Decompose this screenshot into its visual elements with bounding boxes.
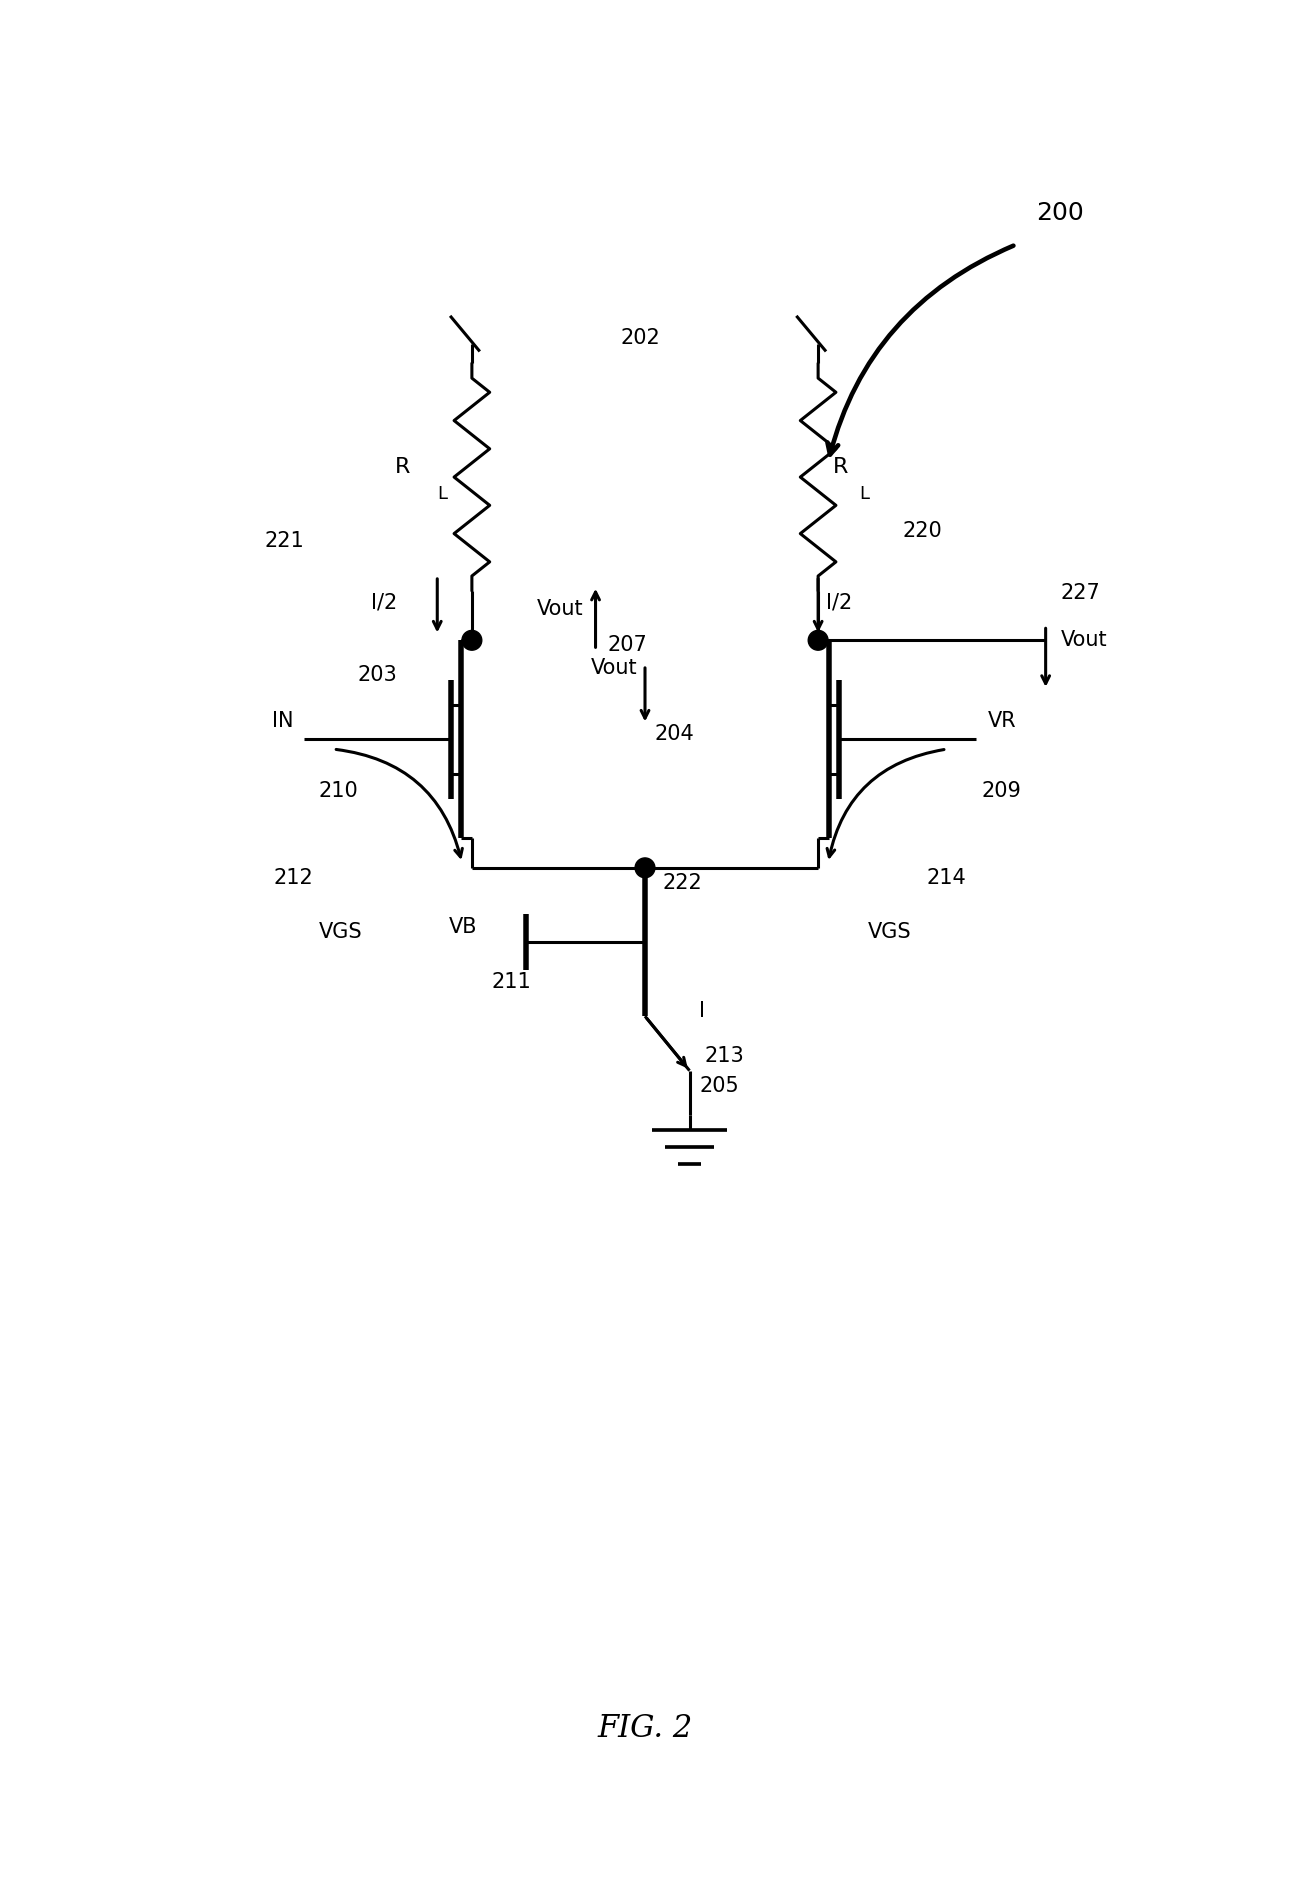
Text: Vout: Vout	[1060, 630, 1108, 651]
Text: R: R	[395, 457, 411, 477]
Text: VB: VB	[448, 917, 476, 938]
Text: 203: 203	[358, 664, 398, 685]
Text: 214: 214	[927, 868, 967, 887]
Circle shape	[808, 630, 828, 651]
Text: 207: 207	[607, 636, 647, 655]
Text: I/2: I/2	[372, 593, 398, 613]
Text: 212: 212	[274, 868, 314, 887]
Text: Vout: Vout	[590, 659, 636, 677]
Text: L: L	[860, 485, 870, 504]
Text: 220: 220	[902, 521, 942, 542]
Circle shape	[462, 630, 482, 651]
Circle shape	[635, 859, 655, 877]
Text: I: I	[700, 1002, 705, 1021]
Text: R: R	[833, 457, 848, 477]
Text: 213: 213	[705, 1045, 744, 1066]
Text: 204: 204	[655, 725, 695, 743]
Text: 200: 200	[1035, 200, 1083, 225]
Text: 211: 211	[492, 972, 532, 993]
Text: I/2: I/2	[826, 593, 852, 613]
Text: 221: 221	[265, 532, 303, 551]
Text: VGS: VGS	[319, 923, 363, 942]
Text: FIG. 2: FIG. 2	[598, 1713, 693, 1744]
Text: IN: IN	[272, 711, 294, 732]
Text: 209: 209	[981, 781, 1021, 800]
Text: 227: 227	[1060, 583, 1100, 602]
Text: 210: 210	[319, 781, 359, 800]
Text: VGS: VGS	[868, 923, 911, 942]
Text: Vout: Vout	[537, 598, 584, 619]
Text: VR: VR	[989, 711, 1017, 732]
Text: 202: 202	[620, 328, 660, 349]
Text: 205: 205	[700, 1076, 740, 1096]
Text: L: L	[438, 485, 447, 504]
Text: 222: 222	[662, 874, 702, 893]
